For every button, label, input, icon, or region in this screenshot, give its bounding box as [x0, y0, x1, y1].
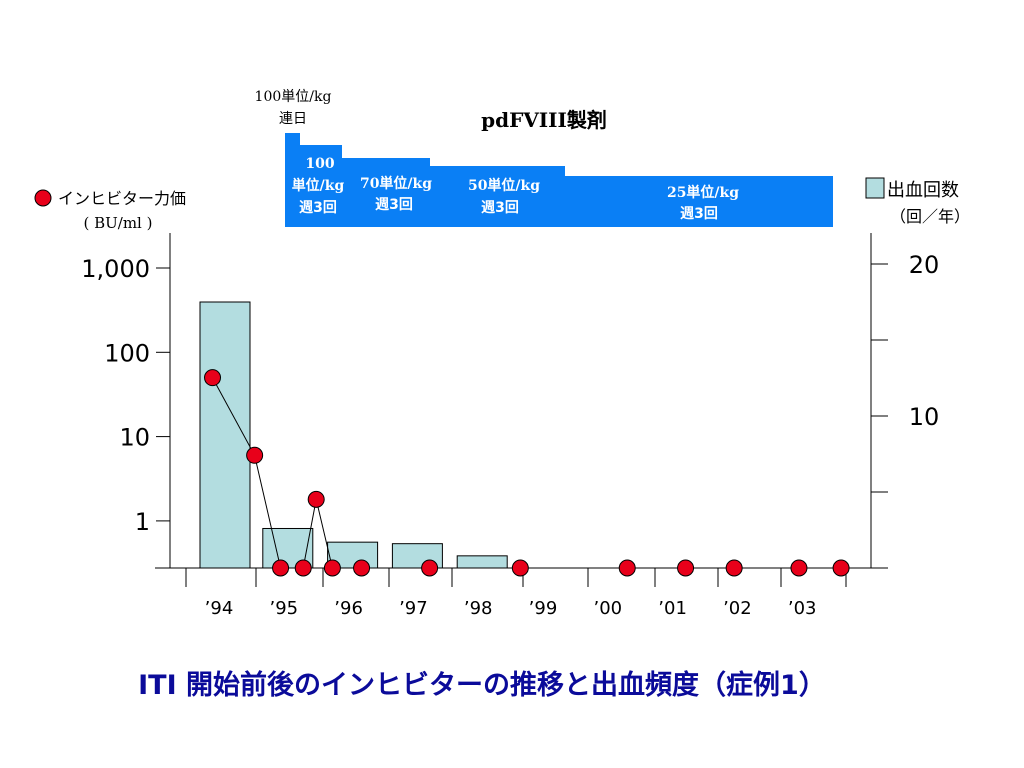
right-axis-label-line1: 出血回数	[887, 180, 959, 201]
legend-inhibitor-marker	[34, 189, 52, 207]
left-tick-label-3: 1,000	[81, 255, 150, 283]
inhibitor-point-12	[790, 559, 808, 577]
x-tick-label-3: ’97	[399, 598, 428, 619]
left-axis-label-line2: ( BU/ml )	[84, 214, 153, 232]
regimen-segment-3-line2: 週3回	[481, 200, 519, 216]
x-tick-label-6: ’00	[593, 598, 622, 619]
inhibitor-point-4	[307, 490, 325, 508]
regimen-segment-2-line1: 70単位/kg	[360, 175, 432, 192]
x-tick-label-8: ’02	[723, 598, 752, 619]
regimen-annotation-line1: 100単位/kg	[255, 89, 332, 105]
inhibitor-point-13	[832, 559, 850, 577]
inhibitor-point-10	[677, 559, 695, 577]
x-tick-label-5: ’99	[529, 598, 558, 619]
regimen-band: 100 単位/kg 週3回 70単位/kg 週3回 50単位/kg 週3回 25…	[285, 133, 833, 227]
legend-bleeding-swatch	[865, 177, 885, 199]
inhibitor-point-6	[353, 559, 371, 577]
right-tick-label-3: 20	[909, 251, 940, 279]
inhibitor-point-7	[421, 559, 439, 577]
inhibitor-point-2	[272, 559, 290, 577]
inhibitor-point-3	[294, 559, 312, 577]
inhibitor-point-1	[246, 446, 264, 464]
regimen-segment-4-line2: 週3回	[680, 206, 718, 222]
left-axis-ticks: 1 10 100 1,000	[81, 255, 170, 536]
bleeding-bars	[199, 301, 508, 569]
regimen-segment-1-line2: 単位/kg	[292, 177, 345, 194]
regimen-title: pdFVIII製剤	[481, 108, 607, 132]
right-tick-label-1: 10	[909, 403, 940, 431]
x-axis-ticks: ’94 ’95 ’96 ’97 ’98 ’99 ’00 ’01 ’02 ’03	[185, 568, 847, 619]
x-tick-label-2: ’96	[334, 598, 363, 619]
x-tick-label-7: ’01	[658, 598, 687, 619]
inhibitor-point-0	[204, 369, 222, 387]
regimen-step-shape	[285, 133, 833, 227]
inhibitor-point-11	[725, 559, 743, 577]
regimen-segment-3-line1: 50単位/kg	[468, 177, 540, 194]
left-tick-label-2: 100	[104, 339, 150, 367]
right-axis-label-line2: （回／年）	[890, 207, 970, 226]
inhibitor-point-8	[511, 559, 529, 577]
x-tick-label-4: ’98	[464, 598, 493, 619]
regimen-annotation-line2: 連日	[279, 111, 307, 127]
x-tick-label-9: ’03	[788, 598, 817, 619]
regimen-segment-2-line2: 週3回	[375, 197, 413, 213]
bleeding-bar-1998	[456, 555, 508, 569]
regimen-segment-4-line1: 25単位/kg	[667, 184, 739, 201]
x-tick-label-0: ’94	[205, 598, 234, 619]
inhibitor-series	[204, 369, 850, 577]
left-axis-label-line1: インヒビター力価	[58, 189, 186, 208]
inhibitor-point-5	[323, 559, 341, 577]
right-axis-ticks: 10 20	[871, 251, 940, 493]
bleeding-bar-1994	[199, 301, 251, 569]
left-tick-label-0: 1	[135, 508, 150, 536]
regimen-segment-1-line1: 100	[305, 156, 334, 172]
regimen-segment-1-line3: 週3回	[299, 200, 337, 216]
page-title: ITI 開始前後のインヒビターの推移と出血頻度（症例1）	[138, 669, 826, 701]
inhibitor-point-9	[618, 559, 636, 577]
x-tick-label-1: ’95	[269, 598, 298, 619]
left-tick-label-1: 10	[119, 424, 150, 452]
bleeding-bar-1995	[262, 527, 314, 569]
inhibitor-connector-line	[212, 377, 333, 569]
